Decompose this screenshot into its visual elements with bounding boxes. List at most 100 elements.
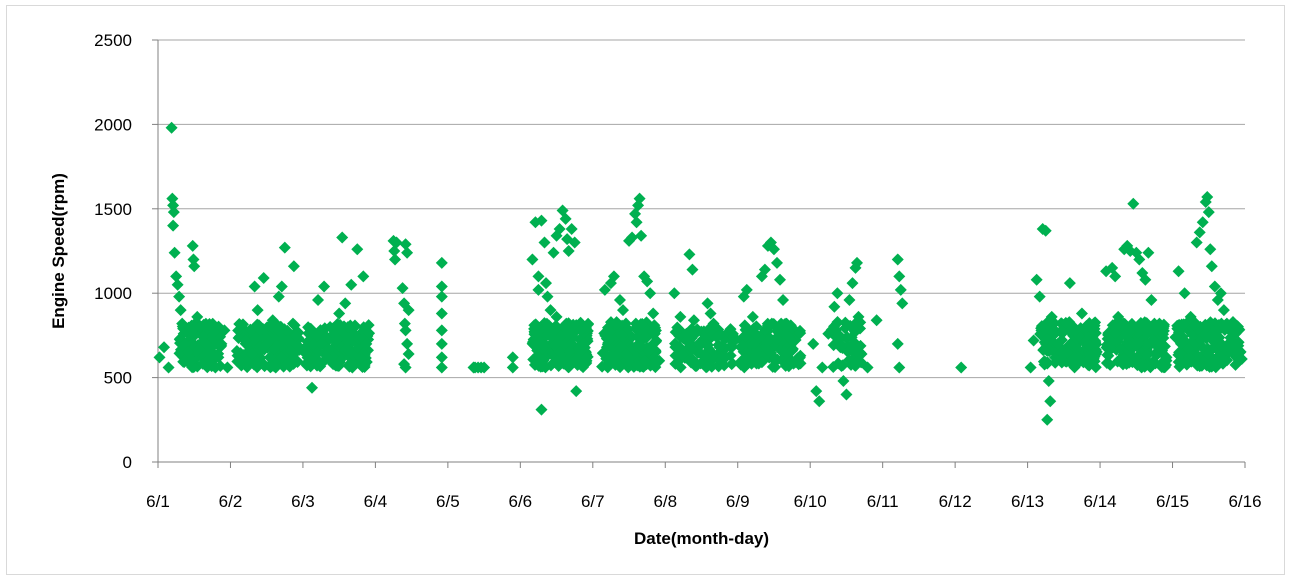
data-point — [1112, 310, 1125, 323]
data-point — [669, 341, 682, 354]
data-point — [648, 319, 661, 332]
data-point — [1127, 197, 1140, 210]
data-point — [603, 333, 616, 346]
data-point — [1210, 330, 1223, 343]
data-point — [784, 354, 797, 367]
data-point — [762, 345, 775, 358]
data-point — [1041, 413, 1054, 426]
data-point — [390, 236, 403, 249]
data-point — [1233, 323, 1246, 336]
data-point — [1123, 339, 1136, 352]
data-point — [399, 324, 412, 337]
data-point — [641, 275, 654, 288]
data-point — [281, 324, 294, 337]
data-point — [342, 344, 355, 357]
x-tick-label: 6/4 — [364, 492, 388, 511]
data-point — [208, 325, 221, 338]
data-point — [171, 278, 184, 291]
data-point — [768, 352, 781, 365]
data-point — [547, 246, 560, 259]
data-point — [1141, 349, 1154, 362]
data-point — [173, 290, 186, 303]
data-point — [833, 329, 846, 342]
data-point — [1204, 316, 1217, 329]
data-point — [761, 319, 774, 332]
data-point — [644, 287, 657, 300]
data-point — [1066, 356, 1079, 369]
data-point — [1142, 246, 1155, 259]
data-point — [610, 318, 623, 331]
data-point — [399, 238, 412, 251]
data-point — [767, 243, 780, 256]
data-point — [170, 270, 183, 283]
x-tick-label: 6/9 — [726, 492, 750, 511]
data-point — [539, 277, 552, 290]
data-point — [190, 344, 203, 357]
x-tick-label: 6/6 — [509, 492, 533, 511]
data-point — [1133, 253, 1146, 266]
data-point — [1214, 287, 1227, 300]
data-point — [357, 270, 370, 283]
data-point — [275, 280, 288, 293]
data-point — [783, 331, 796, 344]
data-point — [300, 359, 313, 372]
data-point — [607, 270, 620, 283]
data-point — [345, 278, 358, 291]
gridlines — [158, 39, 1245, 379]
data-point — [1033, 290, 1046, 303]
data-point — [843, 293, 856, 306]
data-point — [165, 121, 178, 134]
data-point — [635, 229, 648, 242]
x-tick-label: 6/15 — [1156, 492, 1189, 511]
data-point — [1109, 321, 1122, 334]
data-point — [577, 337, 590, 350]
data-point — [289, 329, 302, 342]
x-tick-label: 6/3 — [291, 492, 315, 511]
data-point — [674, 310, 687, 323]
data-point — [1232, 354, 1245, 367]
x-axis-title: Date(month-day) — [634, 529, 769, 548]
data-point — [704, 307, 717, 320]
data-point — [324, 320, 337, 333]
data-point — [203, 347, 216, 360]
data-point — [1024, 361, 1037, 374]
data-point — [777, 293, 790, 306]
data-point — [435, 307, 448, 320]
data-point — [893, 361, 906, 374]
data-point — [668, 287, 681, 300]
data-point — [263, 351, 276, 364]
data-point — [528, 325, 541, 338]
data-point — [562, 355, 575, 368]
data-point — [318, 280, 331, 293]
data-point — [339, 297, 352, 310]
data-point — [748, 337, 761, 350]
data-point — [1201, 190, 1214, 203]
data-point — [330, 334, 343, 347]
data-point — [695, 347, 708, 360]
data-point — [774, 273, 787, 286]
data-point — [185, 354, 198, 367]
data-point — [532, 270, 545, 283]
data-point — [955, 361, 968, 374]
data-point — [740, 283, 753, 296]
data-point — [683, 248, 696, 261]
data-point — [260, 337, 273, 350]
data-point — [538, 236, 551, 249]
data-point — [633, 192, 646, 205]
data-point — [535, 214, 548, 227]
data-point — [574, 351, 587, 364]
data-point — [845, 331, 858, 344]
data-point — [614, 341, 627, 354]
data-point — [1145, 293, 1158, 306]
y-tick-label: 0 — [123, 453, 132, 472]
data-point — [286, 317, 299, 330]
x-tick-label: 6/1 — [146, 492, 170, 511]
data-point — [435, 290, 448, 303]
chart-frame — [6, 5, 1285, 575]
data-point — [248, 280, 261, 293]
data-point — [739, 352, 752, 365]
x-tick-label: 6/16 — [1228, 492, 1261, 511]
data-point — [307, 338, 320, 351]
data-point — [506, 351, 519, 364]
